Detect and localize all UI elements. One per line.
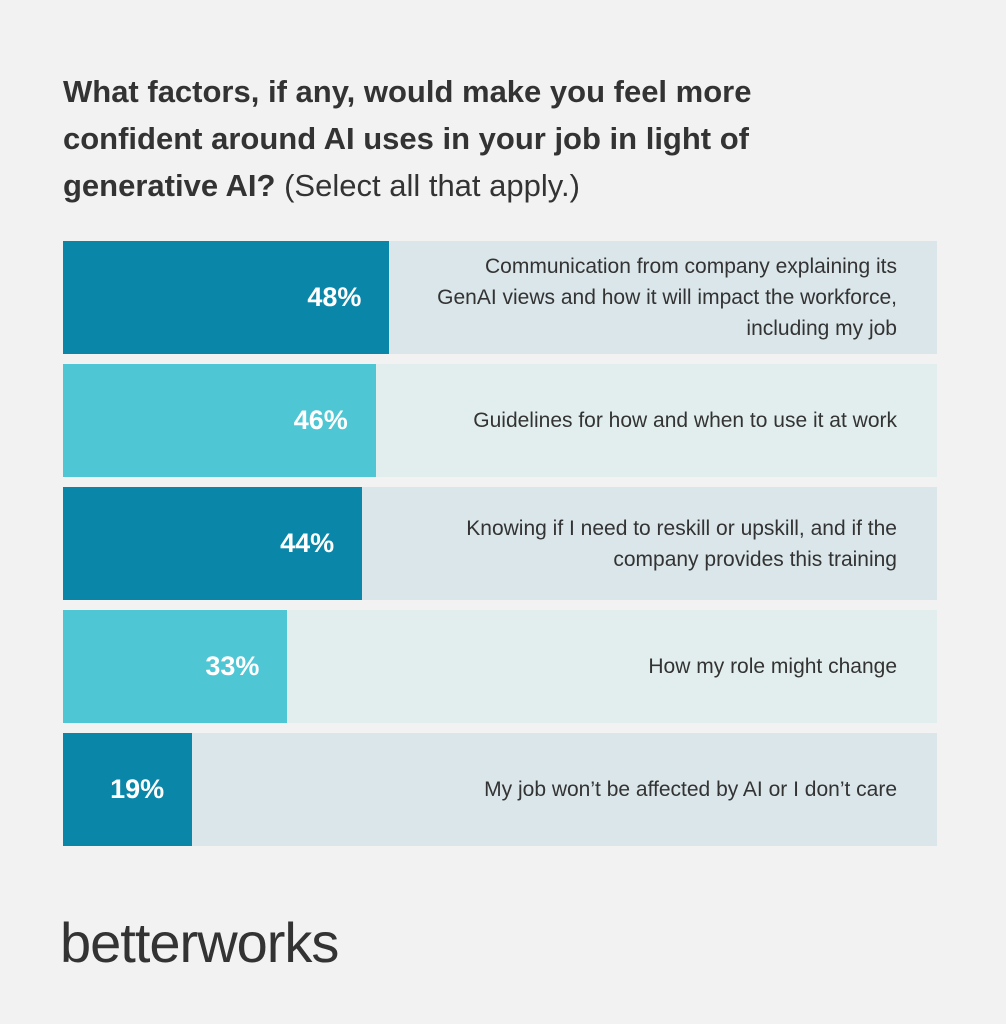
category-label: My job won’t be affected by AI or I don’… — [484, 778, 897, 801]
bar-row: 33% How my role might change — [63, 610, 937, 723]
bar-row: 48% Communication from company explaining… — [63, 241, 937, 354]
logo: betterworks — [60, 911, 339, 974]
value-label: 46% — [293, 405, 348, 435]
chart-title: What factors, if any, would make you fee… — [63, 74, 752, 203]
category-label: How my role might change — [648, 655, 897, 678]
bar-row: 19% My job won’t be affected by AI or I d… — [63, 733, 937, 846]
chart-subtitle: (Select all that apply.) — [284, 168, 580, 203]
bar-row: 46% Guidelines for how and when to use it… — [63, 364, 937, 477]
value-label: 44% — [280, 528, 335, 558]
bar — [63, 610, 288, 723]
title-block: What factors, if any, would make you fee… — [63, 68, 883, 209]
bar-row: 44% Knowing if I need to reskill or upski… — [63, 487, 937, 600]
category-label: Communication from company explaining it… — [437, 255, 897, 340]
bar — [63, 487, 363, 600]
value-label: 48% — [307, 282, 362, 312]
category-label: Guidelines for how and when to use it at… — [473, 409, 897, 432]
value-label: 19% — [110, 774, 165, 804]
value-label: 33% — [205, 651, 260, 681]
category-label: Knowing if I need to reskill or upskill,… — [466, 516, 897, 571]
bar — [63, 241, 390, 354]
bar — [63, 364, 376, 477]
bar — [63, 733, 193, 846]
